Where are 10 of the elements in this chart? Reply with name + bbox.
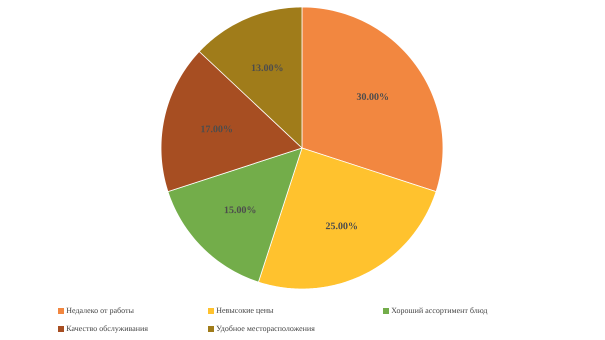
legend-label: Хороший ассортимент блюд (391, 307, 488, 315)
data-label: 17.00% (201, 126, 232, 132)
data-label: 15.00% (224, 206, 256, 214)
data-label: 25.00% (326, 222, 358, 230)
legend-label: Качество обслуживания (66, 325, 148, 333)
legend-label: Недалеко от работы (66, 307, 134, 315)
legend-label: Удобное месторасположения (216, 325, 315, 333)
data-label: 13.00% (252, 64, 283, 72)
data-label: 30.00% (356, 93, 388, 100)
legend-label: Невысокие цены (216, 308, 274, 314)
